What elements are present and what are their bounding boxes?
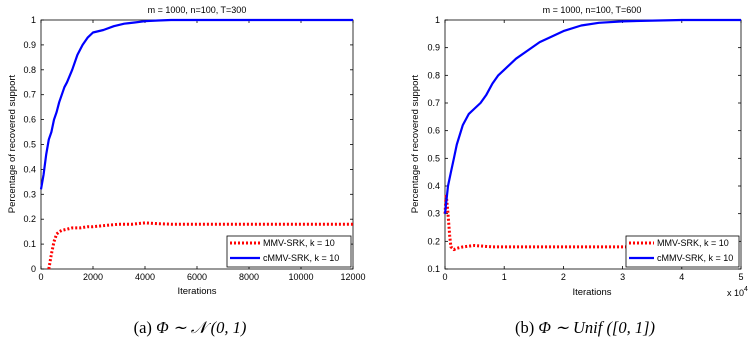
x-axis-label: Iterations xyxy=(572,287,611,298)
y-tick-label: 0.8 xyxy=(23,65,36,75)
caption-b: (b) Φ ∼ Unif ([0, 1]) xyxy=(515,318,655,337)
series-group xyxy=(443,18,741,252)
y-tick-label: 0.8 xyxy=(427,70,440,80)
x-multiplier: x 104 xyxy=(727,286,748,298)
caption-a-text: Φ ∼ 𝒩 (0, 1) xyxy=(156,318,246,337)
x-tick-label: 8000 xyxy=(239,272,259,282)
y-axis-label: Percentage of recovered support xyxy=(7,74,18,213)
chart-panel-a: m = 1000, n=100, T=300 0 2000 4000 6000 8000… xyxy=(7,5,366,297)
y-tick-label: 0.6 xyxy=(23,115,36,125)
caption-a: (a) Φ ∼ 𝒩 (0, 1) xyxy=(134,318,247,337)
series-line-mmv-srk xyxy=(443,192,741,252)
y-tick-label: 1 xyxy=(31,15,36,25)
y-ticks: 0.1 0.2 0.3 0.4 0.5 0.6 0.7 0.8 0.9 1 xyxy=(427,15,741,274)
y-tick-label: 0.4 xyxy=(23,164,36,174)
x-tick-label: 4000 xyxy=(135,272,155,282)
x-tick-label: 0 xyxy=(442,272,447,282)
x-multiplier-base: x 10 xyxy=(727,288,744,298)
x-tick-label: 1 xyxy=(502,272,507,282)
y-tick-label: 0.1 xyxy=(23,239,36,249)
y-tick-label: 0.2 xyxy=(23,214,36,224)
plot-area xyxy=(40,19,354,270)
y-tick-label: 1 xyxy=(435,15,440,25)
x-tick-label: 6000 xyxy=(187,272,207,282)
legend-label-cmmv: cMMV-SRK, k = 10 xyxy=(657,253,733,263)
y-tick-label: 0 xyxy=(31,264,36,274)
x-tick-label: 0 xyxy=(38,272,43,282)
y-ticks: 0 0.1 0.2 0.3 0.4 0.5 0.6 0.7 0.8 0.9 1 xyxy=(23,15,353,274)
chart-title: m = 1000, n=100, T=600 xyxy=(543,5,642,15)
caption-b-label: (b) xyxy=(515,318,534,337)
x-multiplier-exp: 4 xyxy=(744,286,748,293)
caption-a-label: (a) xyxy=(134,318,152,337)
legend-box xyxy=(625,235,740,268)
y-tick-label: 0.9 xyxy=(427,43,440,53)
x-tick-label: 4 xyxy=(679,272,684,282)
x-tick-label: 5 xyxy=(738,272,743,282)
series-group xyxy=(39,18,353,270)
legend-label-cmmv: cMMV-SRK, k = 10 xyxy=(263,253,339,263)
x-tick-label: 2 xyxy=(561,272,566,282)
x-axis-label: Iterations xyxy=(177,286,216,297)
y-tick-label: 0.3 xyxy=(23,189,36,199)
legend-label-mmv: MMV-SRK, k = 10 xyxy=(263,238,335,248)
y-tick-label: 0.5 xyxy=(23,140,36,150)
y-axis-label: Percentage of recovered support xyxy=(410,74,421,213)
y-tick-label: 0.9 xyxy=(23,40,36,50)
legend: MMV-SRK, k = 10 cMMV-SRK, k = 10 xyxy=(625,235,740,268)
y-tick-label: 0.7 xyxy=(427,98,440,108)
y-tick-label: 0.2 xyxy=(427,236,440,246)
legend: MMV-SRK, k = 10 cMMV-SRK, k = 10 xyxy=(226,235,352,268)
y-tick-label: 0.1 xyxy=(427,264,440,274)
x-tick-label: 12000 xyxy=(340,272,365,282)
series-line-cmmv-srk xyxy=(39,18,353,190)
chart-title: m = 1000, n=100, T=300 xyxy=(148,5,247,15)
plot-area xyxy=(444,19,742,270)
caption-b-text: Φ ∼ Unif ([0, 1]) xyxy=(538,318,655,337)
y-tick-label: 0.4 xyxy=(427,181,440,191)
y-tick-label: 0.7 xyxy=(23,90,36,100)
series-line-mmv-srk xyxy=(47,221,353,270)
y-tick-label: 0.6 xyxy=(427,126,440,136)
legend-box xyxy=(226,235,352,268)
legend-label-mmv: MMV-SRK, k = 10 xyxy=(657,238,729,248)
y-tick-label: 0.3 xyxy=(427,209,440,219)
series-line-cmmv-srk xyxy=(443,18,741,214)
x-tick-label: 3 xyxy=(620,272,625,282)
y-tick-label: 0.5 xyxy=(427,153,440,163)
x-tick-label: 2000 xyxy=(83,272,103,282)
x-tick-label: 10000 xyxy=(288,272,313,282)
